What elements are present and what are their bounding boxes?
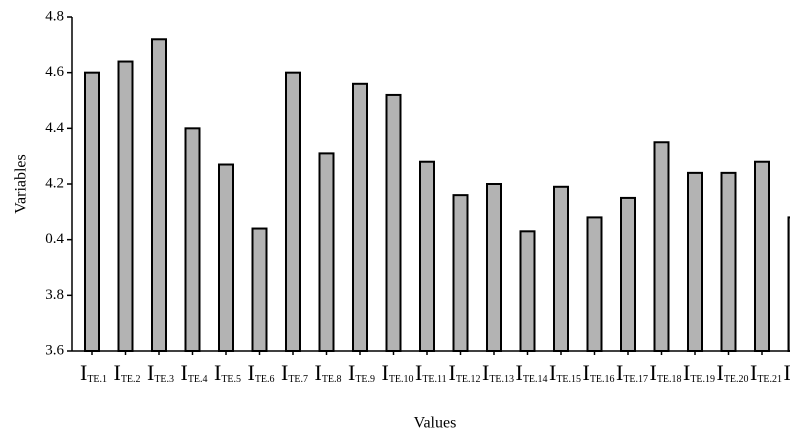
- x-tick-label: ITE.12: [449, 360, 481, 385]
- bar: [285, 71, 301, 353]
- x-tick-label: ITE.4: [181, 360, 208, 385]
- bar: [754, 160, 770, 352]
- y-tick-label: 3.8: [45, 287, 64, 303]
- x-tick-label: ITE.20: [717, 360, 749, 385]
- bar: [687, 171, 703, 352]
- x-tick-label: ITE.2: [114, 360, 141, 385]
- x-tick-label: ITE.21: [750, 360, 782, 385]
- bar: [84, 71, 100, 353]
- bar: [553, 185, 569, 352]
- y-axis-label: Variables: [13, 154, 30, 214]
- x-tick-label: ITE.16: [583, 360, 615, 385]
- y-tick-label: 4.6: [45, 64, 64, 80]
- bar: [151, 38, 167, 353]
- x-tick-label: ITE.9: [348, 360, 375, 385]
- bar: [653, 141, 670, 352]
- bar: [620, 196, 636, 352]
- x-tick-label: ITE.6: [248, 360, 275, 385]
- bar: [720, 171, 737, 352]
- bar: [184, 127, 201, 352]
- x-tick-label: ITE.19: [683, 360, 715, 385]
- bar: [251, 227, 268, 353]
- x-tick-label: ITE.10: [382, 360, 414, 385]
- x-axis-label: Values: [414, 415, 457, 432]
- x-tick-label: ITE.15: [549, 360, 581, 385]
- y-tick-label: 4.4: [45, 120, 64, 136]
- bar: [117, 60, 134, 353]
- x-tick-label: ITE.8: [315, 360, 342, 385]
- bar: [486, 183, 502, 352]
- bar: [218, 163, 234, 352]
- bar: [318, 152, 335, 352]
- x-tick-label: ITE.13: [482, 360, 514, 385]
- x-tick-label: ITE.1: [80, 360, 107, 385]
- bar: [787, 216, 790, 352]
- bar: [452, 194, 469, 352]
- x-tick-label: ITE.11: [415, 360, 447, 385]
- x-tick-label: ITE.3: [147, 360, 174, 385]
- bar: [586, 216, 603, 352]
- x-tick-label: ITE.7: [281, 360, 308, 385]
- y-tick-label: 0.4: [45, 231, 64, 247]
- y-tick-label: 4.2: [45, 175, 64, 191]
- x-tick-label: ITE.17: [616, 360, 648, 385]
- bar: [385, 93, 402, 353]
- x-tick-label: ITE.18: [650, 360, 682, 385]
- x-tick-label: ITE.14: [516, 360, 548, 385]
- y-tick-label: 4.8: [45, 8, 64, 24]
- bar: [352, 82, 368, 353]
- x-tick-label: ITE.5: [214, 360, 241, 385]
- y-tick-label: 3.6: [45, 342, 64, 358]
- bar: [419, 160, 435, 352]
- x-tick-label: ITE.22: [784, 360, 790, 385]
- bar: [519, 230, 536, 352]
